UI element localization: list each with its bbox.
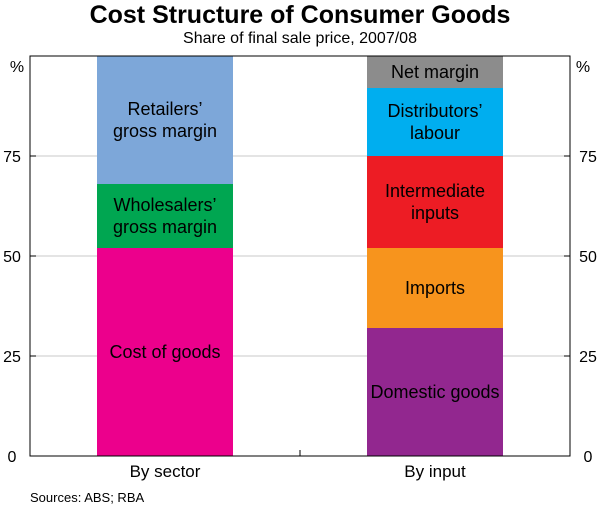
y-tick-label-left: 50 bbox=[3, 249, 21, 266]
x-category-label: By input bbox=[404, 462, 466, 481]
y-axis-unit-right: % bbox=[576, 59, 590, 76]
y-tick-label-right: 25 bbox=[579, 349, 597, 366]
segment-label: Imports bbox=[405, 278, 465, 298]
y-tick-label-left: 25 bbox=[3, 349, 21, 366]
bar-segment bbox=[367, 56, 503, 88]
y-tick-label-left: 75 bbox=[3, 149, 21, 166]
segment-label: Cost of goods bbox=[109, 342, 220, 362]
chart-title: Cost Structure of Consumer Goods bbox=[89, 1, 511, 29]
y-tick-label-right: 50 bbox=[579, 249, 597, 266]
chart-source: Sources: ABS; RBA bbox=[30, 490, 145, 505]
y-tick-label-right: 75 bbox=[579, 149, 597, 166]
segment-label: Intermediate inputs bbox=[385, 181, 485, 223]
y-tick-label-left: 0 bbox=[8, 449, 17, 466]
bar-segment bbox=[367, 248, 503, 328]
segment-label: Domestic goods bbox=[370, 382, 499, 402]
bar-segment bbox=[367, 88, 503, 156]
bar-segment bbox=[97, 184, 233, 248]
segment-label: Distributors’ labour bbox=[387, 101, 482, 143]
x-category-label: By sector bbox=[130, 462, 201, 481]
y-axis-unit-left: % bbox=[10, 59, 24, 76]
bar-segment bbox=[97, 56, 233, 184]
bar-segment bbox=[97, 248, 233, 456]
segment-label: Retailers’ gross margin bbox=[113, 99, 217, 141]
bar-segment bbox=[367, 328, 503, 456]
segment-label: Net margin bbox=[391, 62, 479, 82]
chart-subtitle: Share of final sale price, 2007/08 bbox=[183, 30, 417, 47]
bar-segment bbox=[367, 156, 503, 248]
segment-label: Wholesalers’ gross margin bbox=[113, 195, 217, 237]
y-tick-label-right: 0 bbox=[584, 449, 593, 466]
